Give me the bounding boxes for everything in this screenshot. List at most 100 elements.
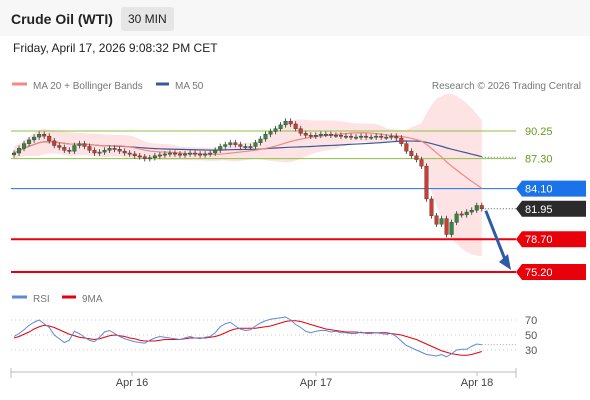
x-tick-label: Apr 18 (461, 377, 493, 389)
rsi-ma-legend-label: 9MA (82, 294, 103, 305)
candle (323, 131, 328, 138)
candle (439, 215, 444, 228)
candle (328, 131, 333, 139)
level-lines-layer (11, 130, 516, 273)
ma20-line (13, 132, 483, 189)
candle (469, 207, 474, 215)
candle (77, 140, 82, 149)
level-tag (516, 264, 586, 280)
candle (37, 131, 42, 140)
candle (333, 132, 338, 139)
candle (198, 151, 203, 158)
candle (414, 153, 419, 163)
candle (313, 132, 318, 139)
candle (132, 151, 137, 159)
level-tag (516, 180, 586, 197)
candle (42, 131, 47, 139)
candle (193, 150, 198, 157)
candle (444, 215, 449, 238)
candle (263, 131, 268, 142)
candle (147, 154, 152, 162)
rsi-legend-label: RSI (33, 294, 50, 305)
candle (268, 128, 273, 138)
candle (142, 153, 147, 162)
candle (349, 133, 354, 140)
candle (424, 163, 429, 202)
candle (57, 142, 62, 151)
candle (162, 151, 167, 158)
candle (167, 150, 172, 157)
credit-label: Research © 2026 Trading Central (432, 81, 581, 92)
candle (464, 209, 469, 218)
candle (183, 151, 188, 158)
candle (404, 140, 409, 154)
candle (218, 143, 223, 154)
x-tick-label: Apr 17 (300, 377, 332, 389)
candle (172, 150, 177, 157)
candle (233, 139, 238, 148)
candle (369, 134, 374, 140)
candle (419, 156, 424, 169)
candle (479, 202, 484, 212)
candle (384, 134, 389, 140)
candle (253, 139, 258, 150)
level-label-resistance: 87.30 (525, 154, 553, 166)
candle (474, 202, 479, 213)
level-value: 90.25 (525, 126, 553, 138)
candle (238, 141, 243, 150)
candle (399, 135, 404, 147)
candle (122, 148, 127, 156)
candle (67, 147, 72, 154)
candle (22, 140, 27, 152)
candle (359, 133, 364, 140)
level-value: 87.30 (525, 154, 553, 166)
forecast-arrowhead (499, 254, 511, 270)
moving-average-layer (13, 132, 483, 189)
rsi-panel: 70 50 30 (11, 315, 537, 358)
candle (449, 219, 454, 238)
ma50-legend-label: MA 50 (175, 81, 204, 92)
candle (303, 130, 308, 139)
candle (409, 148, 414, 159)
candle (102, 147, 107, 155)
x-tick-label: Apr 16 (116, 377, 148, 389)
candle (223, 141, 228, 150)
candle (97, 149, 102, 156)
candle (454, 211, 459, 226)
candle (248, 143, 253, 150)
candle (459, 211, 464, 218)
rsi-tick-label: 30 (525, 345, 537, 357)
candle (278, 122, 283, 132)
candle (429, 196, 434, 219)
datetime-label: Friday, April 17, 2026 9:08:32 PM CET (13, 41, 218, 55)
candle (389, 133, 394, 140)
candle (208, 150, 213, 157)
candle (32, 134, 37, 143)
candle (157, 152, 162, 159)
forecast-arrow (484, 210, 508, 263)
candle (87, 143, 92, 154)
level-value: 75.20 (525, 267, 553, 279)
level-label-resistance: 90.25 (525, 126, 553, 138)
level-value: 78.70 (525, 234, 553, 246)
instrument-title: Crude Oil (WTI) (11, 11, 113, 27)
candle (117, 146, 122, 154)
chart-header: Crude Oil (WTI) 30 MIN (0, 0, 590, 36)
candle (258, 136, 263, 146)
candle (213, 147, 218, 156)
rsi-ma-line (13, 320, 482, 356)
level-label-current: 81.95 (516, 200, 586, 217)
candle (434, 212, 439, 228)
candle (273, 125, 278, 135)
candle (374, 133, 379, 140)
level-label-support: 78.70 (516, 231, 586, 248)
candle (17, 145, 22, 156)
x-axis-ticks: Apr 16 Apr 17 Apr 18 (116, 372, 493, 389)
candle (379, 133, 384, 140)
timeframe-badge[interactable]: 30 MIN (121, 7, 174, 31)
candle (243, 143, 248, 150)
level-value: 81.95 (525, 204, 553, 216)
candle (293, 121, 298, 132)
candle (11, 150, 16, 158)
rsi-tick-label: 70 (525, 315, 537, 327)
